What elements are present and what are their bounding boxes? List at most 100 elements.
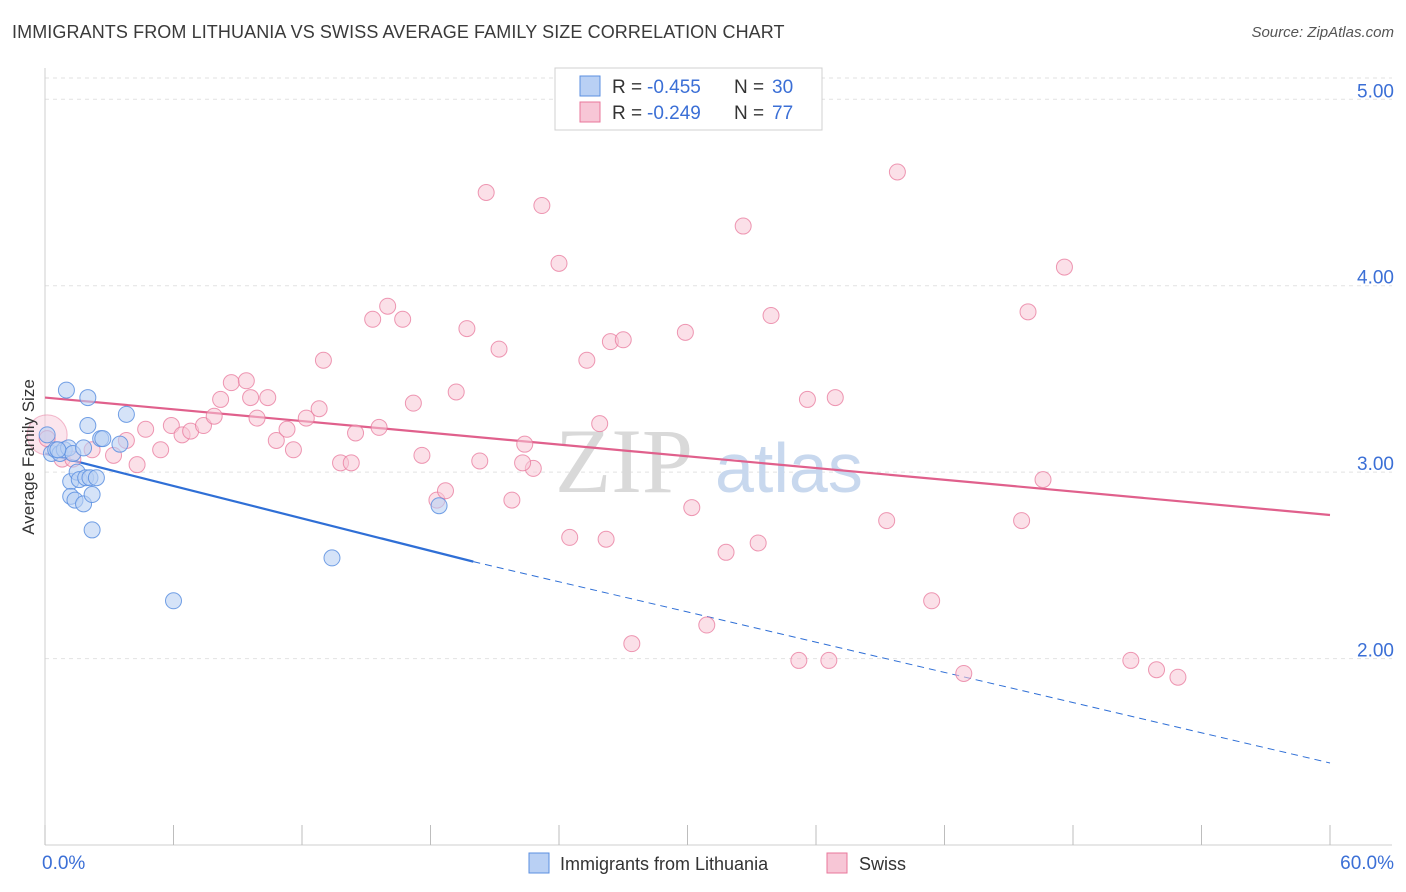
data-point-lithuania — [75, 439, 93, 457]
data-point-swiss — [878, 512, 896, 530]
data-point-swiss — [550, 254, 568, 272]
data-point-swiss — [152, 441, 170, 459]
data-point-swiss — [205, 407, 223, 425]
data-point-swiss — [516, 435, 534, 453]
data-point-swiss — [162, 417, 180, 435]
data-point-swiss — [955, 664, 973, 682]
data-point-lithuania — [87, 469, 105, 487]
data-point-swiss — [436, 482, 454, 500]
data-point-swiss — [503, 491, 521, 509]
data-point-lithuania — [94, 430, 112, 448]
data-point-swiss — [137, 420, 155, 438]
data-point-swiss — [477, 184, 495, 201]
data-point-swiss — [404, 394, 422, 412]
legend-swatch-lithuania — [579, 75, 601, 97]
data-point-lithuania — [49, 441, 67, 459]
data-point-swiss — [1055, 258, 1073, 276]
legend-n-value-1: 30 — [772, 77, 793, 98]
y-tick-labels: 2.00 3.00 4.00 5.00 — [1357, 81, 1394, 661]
x-tick-label-max: 60.0% — [1340, 853, 1394, 874]
legend-n-value-2: 77 — [772, 103, 793, 124]
data-point-lithuania — [111, 435, 129, 453]
data-point-swiss — [194, 417, 212, 435]
bottom-legend-swatch-lithuania — [528, 852, 550, 874]
data-point-swiss — [1019, 303, 1037, 321]
data-point-lithuania — [57, 381, 75, 399]
data-point-swiss — [394, 310, 412, 328]
data-point-swiss — [212, 390, 230, 408]
data-point-swiss — [242, 389, 260, 407]
legend-r-label-2: R = — [612, 103, 642, 124]
data-point-swiss — [798, 390, 816, 408]
chart-title: IMMIGRANTS FROM LITHUANIA VS SWISS AVERA… — [12, 22, 785, 42]
data-point-swiss — [471, 452, 489, 470]
watermark: ZIP atlas — [555, 410, 863, 512]
data-point-swiss — [1034, 471, 1052, 489]
data-point-swiss — [314, 351, 332, 369]
trend-line-lithuania-extrapolated — [473, 561, 1331, 764]
data-point-swiss — [310, 400, 328, 418]
data-point-swiss — [364, 310, 382, 328]
data-point-lithuania — [83, 521, 101, 539]
chart-source: Source: ZipAtlas.com — [1251, 24, 1394, 41]
x-tick-label-min: 0.0% — [42, 853, 85, 874]
y-tick-label: 3.00 — [1357, 454, 1394, 475]
data-point-swiss — [278, 420, 296, 438]
data-point-swiss — [623, 635, 641, 653]
data-point-swiss — [1148, 661, 1166, 679]
y-axis-title: Average Family Size — [19, 379, 38, 535]
y-tick-label: 2.00 — [1357, 641, 1394, 662]
watermark-atlas: atlas — [715, 429, 863, 507]
data-point-swiss — [284, 441, 302, 459]
bottom-legend-swiss: Swiss — [859, 854, 906, 874]
data-point-swiss — [790, 651, 808, 669]
data-point-swiss — [514, 454, 532, 472]
data-point-swiss — [347, 424, 365, 442]
gridlines — [45, 77, 1392, 660]
x-tick-labels: 0.0% 60.0% — [42, 853, 1394, 874]
data-point-swiss — [128, 456, 146, 474]
data-point-swiss — [259, 389, 277, 407]
data-point-swiss — [820, 651, 838, 669]
data-point-swiss — [379, 297, 397, 315]
data-point-swiss — [458, 320, 476, 338]
data-point-lithuania — [83, 486, 101, 504]
data-point-swiss — [578, 351, 596, 369]
data-point-swiss — [597, 530, 615, 548]
data-point-swiss — [676, 323, 694, 341]
data-point-lithuania — [38, 426, 56, 444]
data-point-swiss — [447, 383, 465, 401]
data-point-swiss — [1013, 512, 1031, 530]
legend-r-value-2: -0.249 — [647, 103, 701, 124]
data-point-swiss — [762, 307, 780, 325]
legend-r-label-1: R = — [612, 77, 642, 98]
data-point-swiss — [248, 409, 266, 427]
y-tick-label: 5.00 — [1357, 81, 1394, 102]
data-point-swiss — [413, 446, 431, 464]
bottom-legend-swatch-swiss — [826, 852, 848, 874]
data-point-swiss — [614, 331, 632, 349]
legend-n-label-2: N = — [734, 103, 764, 124]
data-point-swiss — [734, 217, 752, 235]
data-point-swiss — [591, 415, 609, 433]
trend-line-lithuania — [44, 452, 474, 563]
legend-swatch-swiss — [579, 101, 601, 123]
data-point-swiss — [1169, 668, 1187, 686]
watermark-zip: ZIP — [555, 410, 693, 512]
data-point-swiss — [222, 374, 240, 392]
data-point-swiss — [237, 372, 255, 390]
data-point-swiss — [888, 163, 906, 181]
data-point-swiss — [826, 389, 844, 407]
data-point-lithuania — [430, 497, 448, 515]
data-point-swiss — [490, 340, 508, 358]
data-point-lithuania — [79, 417, 97, 435]
data-point-swiss — [342, 454, 360, 472]
data-point-swiss — [267, 431, 285, 449]
data-point-swiss — [533, 197, 551, 215]
data-point-lithuania — [323, 549, 341, 567]
data-point-swiss — [749, 534, 767, 552]
correlation-legend: R = -0.455 N = 30 R = -0.249 N = 77 — [554, 67, 823, 131]
data-point-swiss — [717, 543, 735, 561]
data-points — [26, 163, 1187, 686]
